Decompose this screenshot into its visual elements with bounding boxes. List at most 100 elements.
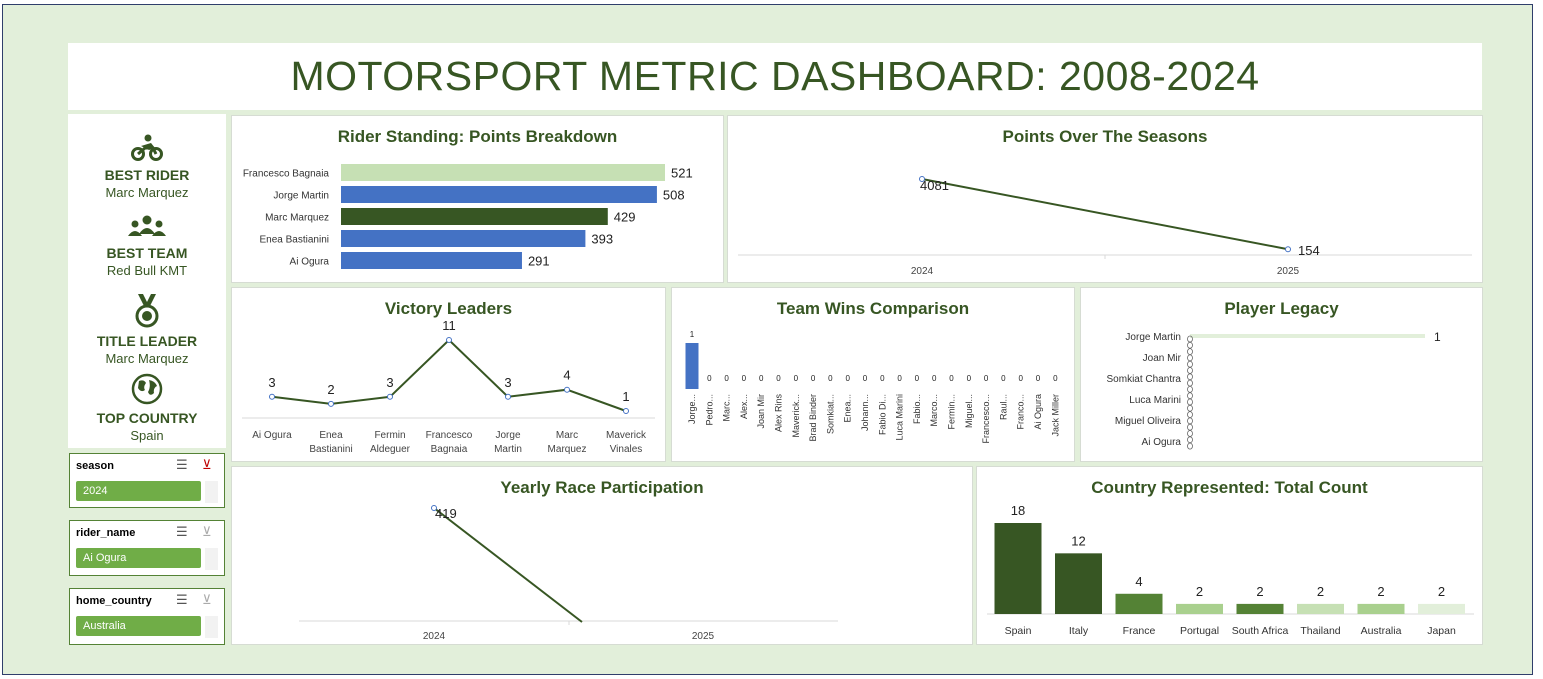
motorbike-rider-icon <box>131 134 163 161</box>
clear-filter-icon[interactable]: ⊻ <box>202 592 212 607</box>
panel-title: Rider Standing: Points Breakdown <box>337 127 618 146</box>
data-label: 11 <box>442 318 456 333</box>
slicer-item-selected[interactable]: 2024 <box>76 481 201 501</box>
clear-filter-icon[interactable]: ⊻ <box>202 457 212 472</box>
category-label: Miguel Oliveira <box>1115 416 1182 427</box>
data-label: 0 <box>724 374 729 383</box>
data-point <box>1187 442 1193 450</box>
x-tick-label: Jorge... <box>687 394 697 424</box>
globe-icon <box>131 373 163 405</box>
x-tick-label: 2024 <box>423 631 446 642</box>
kpi-best-team: BEST TEAM Red Bull KMT <box>68 214 226 278</box>
slicer-scrollbar[interactable] <box>205 548 218 570</box>
data-point <box>1187 392 1193 400</box>
x-tick-label: 2024 <box>911 266 934 277</box>
data-label: 0 <box>915 374 920 383</box>
multi-select-icon[interactable]: ☰ <box>176 457 188 472</box>
data-label: 0 <box>811 374 816 383</box>
data-label: 0 <box>984 374 989 383</box>
data-label: 3 <box>504 375 511 390</box>
data-label: 0 <box>1053 374 1058 383</box>
x-tick-label: Ai Ogura <box>1033 394 1043 430</box>
data-point <box>1187 411 1193 418</box>
victory-leaders-chart: 3 Ai Ogura 2 Enea Bastianini 3 Fermin Aldeguer 1… <box>242 318 655 455</box>
category-label: Francesco Bagnaia <box>243 169 330 180</box>
category-label: Jorge Martin <box>273 191 329 202</box>
kpi-label: BEST TEAM <box>106 245 188 261</box>
kpi-value: Spain <box>130 428 164 443</box>
x-tick-label: Raul... <box>998 394 1008 420</box>
data-label: 0 <box>794 374 799 383</box>
points-seasons-chart: 4081 2024 154 2025 <box>738 176 1472 277</box>
x-tick-label: Fermin... <box>947 394 957 430</box>
slicer-item-selected[interactable]: Ai Ogura <box>76 548 201 568</box>
x-tick-label: Pedro... <box>704 394 714 426</box>
x-tick-label: Marquez <box>548 444 587 455</box>
data-point <box>269 393 275 400</box>
x-tick-label: South Africa <box>1232 625 1289 637</box>
x-tick-label: Joan Mir <box>756 394 766 429</box>
data-label: 4 <box>1135 574 1142 589</box>
slicer-season[interactable]: season ☰ ⊻ 2024 <box>69 453 225 508</box>
slicer-rider-name[interactable]: rider_name ☰ ⊻ Ai Ogura <box>69 520 225 576</box>
data-label: 1 <box>622 389 629 404</box>
data-label: 18 <box>1011 503 1025 518</box>
bar <box>685 343 699 389</box>
series-line <box>271 338 627 412</box>
panel-yearly-race: Yearly Race Participation 419 2024 2025 <box>231 466 973 645</box>
series-line <box>433 507 583 623</box>
series-line <box>921 178 1289 251</box>
data-point <box>1187 436 1193 444</box>
bar <box>341 186 657 203</box>
data-point <box>623 408 629 414</box>
panel-title: Team Wins Comparison <box>776 299 970 318</box>
data-label: 0 <box>1018 374 1023 383</box>
bar <box>1297 603 1344 614</box>
data-label: 429 <box>614 210 636 225</box>
x-tick-label: Miguel... <box>964 394 974 428</box>
kpi-title-leader: TITLE LEADER Marc Marquez <box>68 292 226 366</box>
multi-select-icon[interactable]: ☰ <box>176 592 188 607</box>
multi-select-icon[interactable]: ☰ <box>176 524 188 539</box>
bar <box>341 208 608 225</box>
category-label: Ai Ogura <box>290 257 330 268</box>
data-point <box>1187 379 1193 387</box>
data-label: 12 <box>1071 533 1085 548</box>
data-label: 3 <box>386 375 393 390</box>
kpi-label: TOP COUNTRY <box>96 410 198 426</box>
data-label: 521 <box>671 166 693 181</box>
x-tick-label: Marc... <box>722 394 732 422</box>
data-point <box>505 393 511 400</box>
slicer-scrollbar[interactable] <box>205 616 218 638</box>
x-tick-label: Bastianini <box>309 444 352 455</box>
data-point <box>1187 404 1193 412</box>
slicer-item-selected[interactable]: Australia <box>76 616 201 636</box>
kpi-label: TITLE LEADER <box>96 333 198 349</box>
x-tick-label: 2025 <box>1277 266 1300 277</box>
bar <box>1055 553 1102 614</box>
kpi-top-country: TOP COUNTRY Spain <box>68 373 226 443</box>
x-tick-label: Enea <box>319 430 343 441</box>
x-tick-label: Maverick... <box>791 394 801 438</box>
bar <box>1357 603 1405 614</box>
category-label: Somkiat Chantra <box>1107 374 1182 385</box>
data-label: 0 <box>897 374 902 383</box>
kpi-value: Marc Marquez <box>105 351 189 366</box>
data-label: 2 <box>1377 584 1384 599</box>
data-label: 0 <box>863 374 868 383</box>
x-tick-label: Franco... <box>1016 394 1026 430</box>
x-tick-label: Luca Marini <box>895 394 905 441</box>
slicer-header: rider_name <box>76 527 136 539</box>
data-label: 0 <box>742 374 747 383</box>
data-label: 2 <box>1196 584 1203 599</box>
slicer-home-country[interactable]: home_country ☰ ⊻ Australia <box>69 588 225 645</box>
category-label: Enea Bastianini <box>260 235 330 246</box>
team-wins-chart: 1 Jorge... 0 Pedro... 0 Marc... 0 Alex... 0 Joan … <box>685 330 1060 444</box>
clear-filter-icon[interactable]: ⊻ <box>202 524 212 539</box>
slicer-scrollbar[interactable] <box>205 481 218 503</box>
title-banner: MOTORSPORT METRIC DASHBOARD: 2008-2024 <box>68 43 1482 110</box>
data-point <box>1187 367 1193 374</box>
data-point <box>328 400 334 407</box>
x-tick-label: Fabio... <box>912 394 922 424</box>
x-tick-label: Vinales <box>610 444 643 455</box>
